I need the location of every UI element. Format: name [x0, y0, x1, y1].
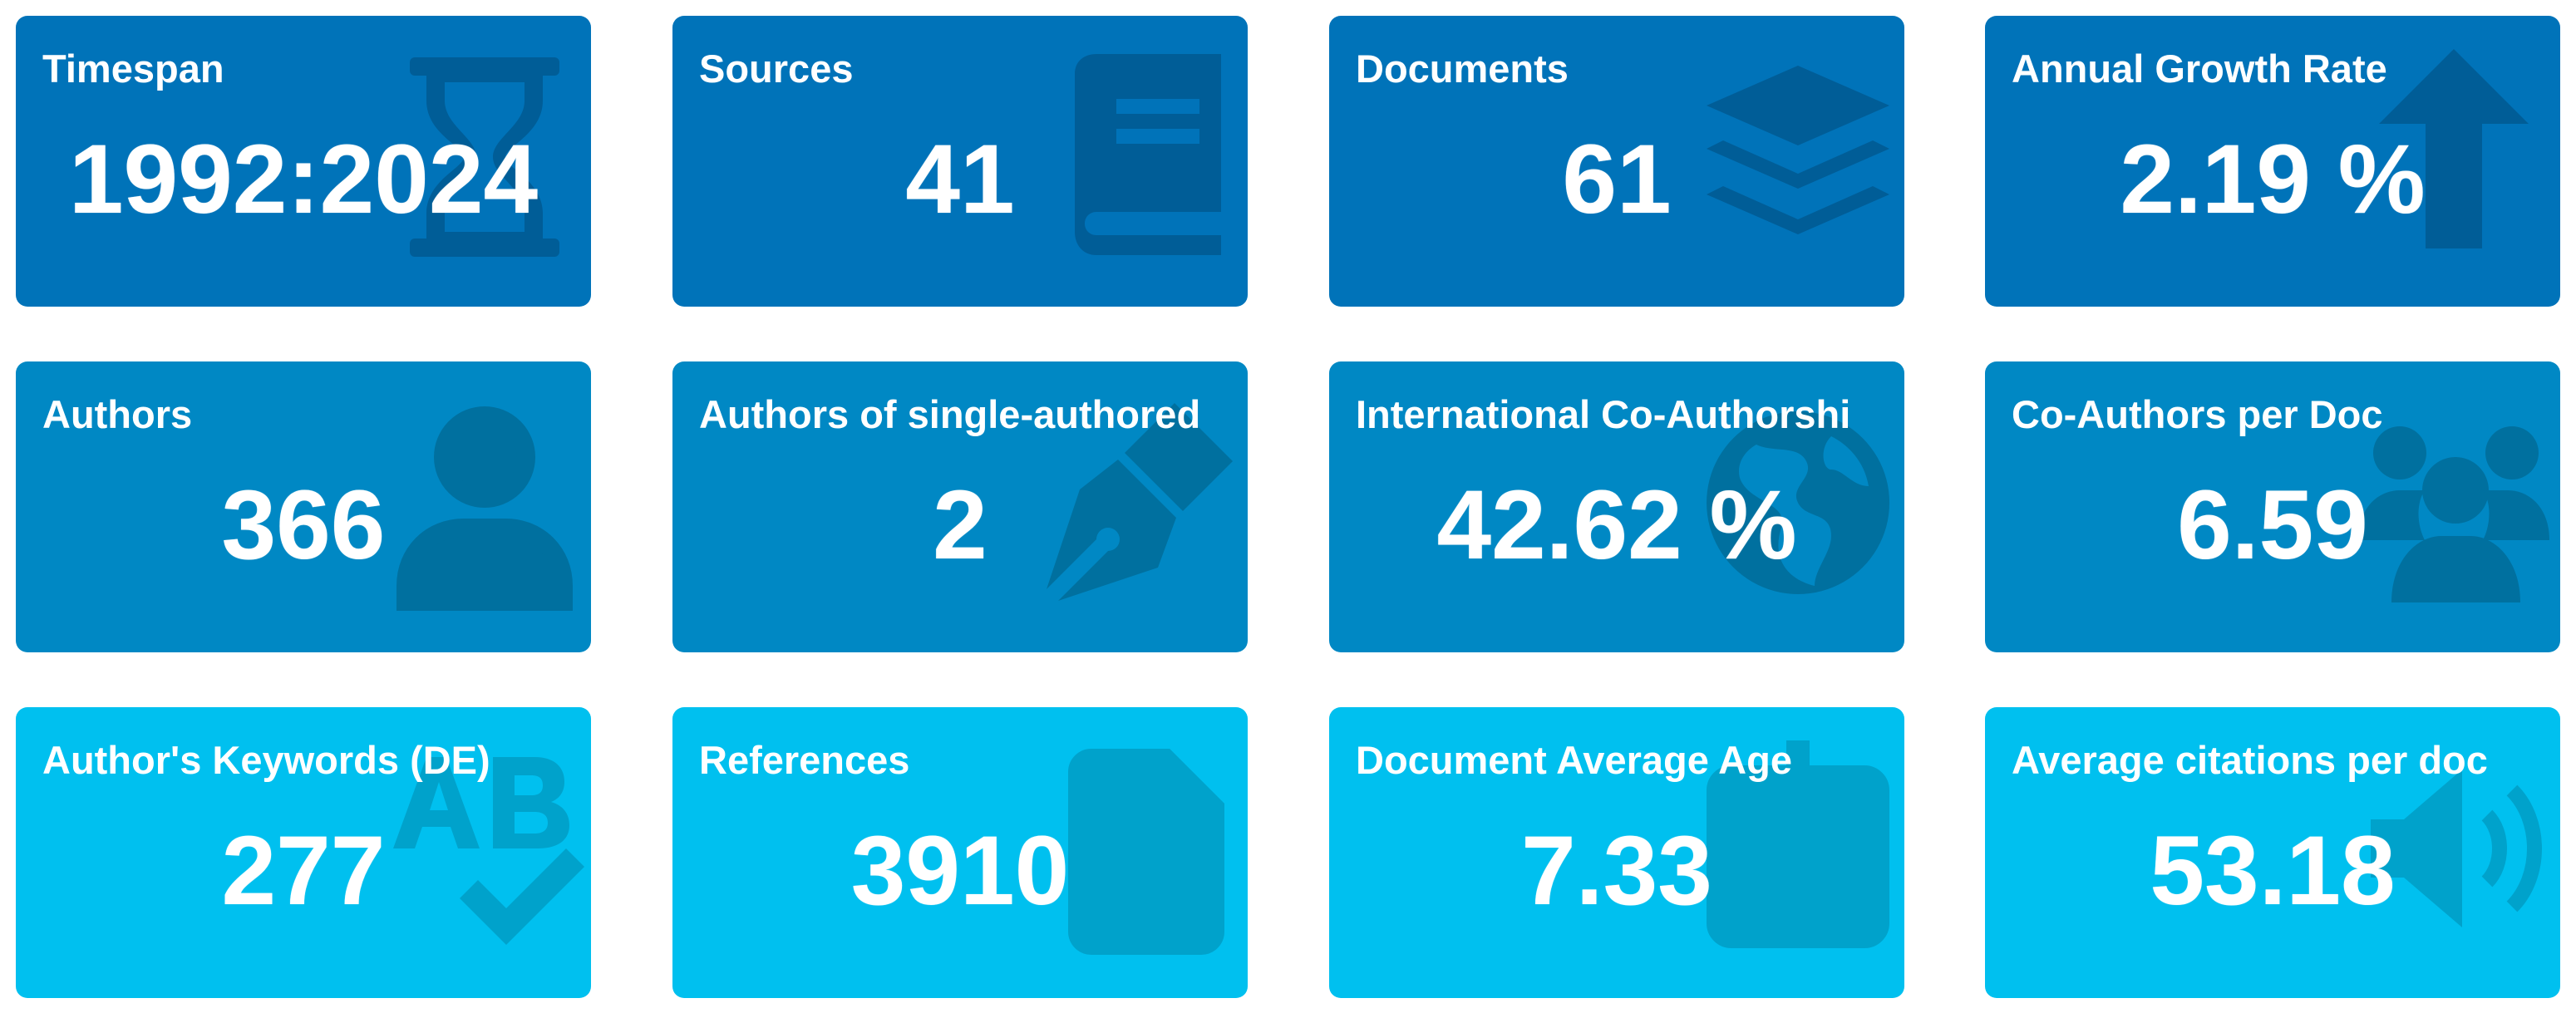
box-value: 3910 — [850, 816, 1070, 926]
calendar-icon — [1698, 740, 1898, 956]
box-label: Timespan — [42, 47, 224, 91]
box-label: Authors of single-authored — [699, 392, 1201, 436]
box-value: 61 — [1562, 125, 1672, 234]
box-value: 2 — [933, 470, 988, 580]
globe-icon — [1698, 395, 1898, 611]
file-icon — [1042, 740, 1241, 956]
pen-nib-icon — [1042, 395, 1241, 611]
box-value: 7.33 — [1521, 816, 1712, 926]
coauthors-per-doc-box: Co-Authors per Doc 6.59 — [1985, 361, 2560, 652]
box-value: 366 — [221, 470, 386, 580]
sources-box: Sources 41 — [672, 16, 1248, 307]
arrow-up-icon — [2354, 49, 2554, 265]
box-value: 41 — [905, 125, 1015, 234]
box-value: 42.62 % — [1436, 470, 1797, 580]
box-label: Authors — [42, 392, 193, 436]
box-label: Annual Growth Rate — [2012, 47, 2387, 91]
spell-check-icon — [385, 740, 584, 956]
authors-box: Authors 366 — [16, 361, 591, 652]
references-box: References 3910 — [672, 707, 1248, 998]
box-value: 6.59 — [2177, 470, 2368, 580]
annual-growth-rate-box: Annual Growth Rate 2.19 % — [1985, 16, 2560, 307]
international-coauthorship-box: International Co-Authorshi 42.62 % — [1329, 361, 1904, 652]
volume-icon — [2354, 740, 2554, 956]
document-average-age-box: Document Average Age 7.33 — [1329, 707, 1904, 998]
hourglass-icon — [385, 49, 584, 265]
box-value: 277 — [221, 816, 386, 926]
timespan-box: Timespan 1992:2024 — [16, 16, 591, 307]
box-label: Average citations per doc — [2012, 738, 2488, 782]
box-value: 2.19 % — [2120, 125, 2426, 234]
box-label: Documents — [1356, 47, 1569, 91]
single-authored-box: Authors of single-authored 2 — [672, 361, 1248, 652]
box-label: Co-Authors per Doc — [2012, 392, 2383, 436]
average-citations-box: Average citations per doc 53.18 — [1985, 707, 2560, 998]
box-value: 1992:2024 — [68, 125, 539, 234]
users-icon — [2354, 395, 2554, 611]
layers-icon — [1698, 49, 1898, 265]
box-label: International Co-Authorshi — [1356, 392, 1851, 436]
box-label: Sources — [699, 47, 854, 91]
box-value: 53.18 — [2150, 816, 2396, 926]
book-icon — [1042, 49, 1241, 265]
documents-box: Documents 61 — [1329, 16, 1904, 307]
box-label: Author's Keywords (DE) — [42, 738, 490, 782]
box-label: References — [699, 738, 910, 782]
box-label: Document Average Age — [1356, 738, 1792, 782]
author-keywords-box: Author's Keywords (DE) 277 — [16, 707, 591, 998]
user-icon — [385, 395, 584, 611]
